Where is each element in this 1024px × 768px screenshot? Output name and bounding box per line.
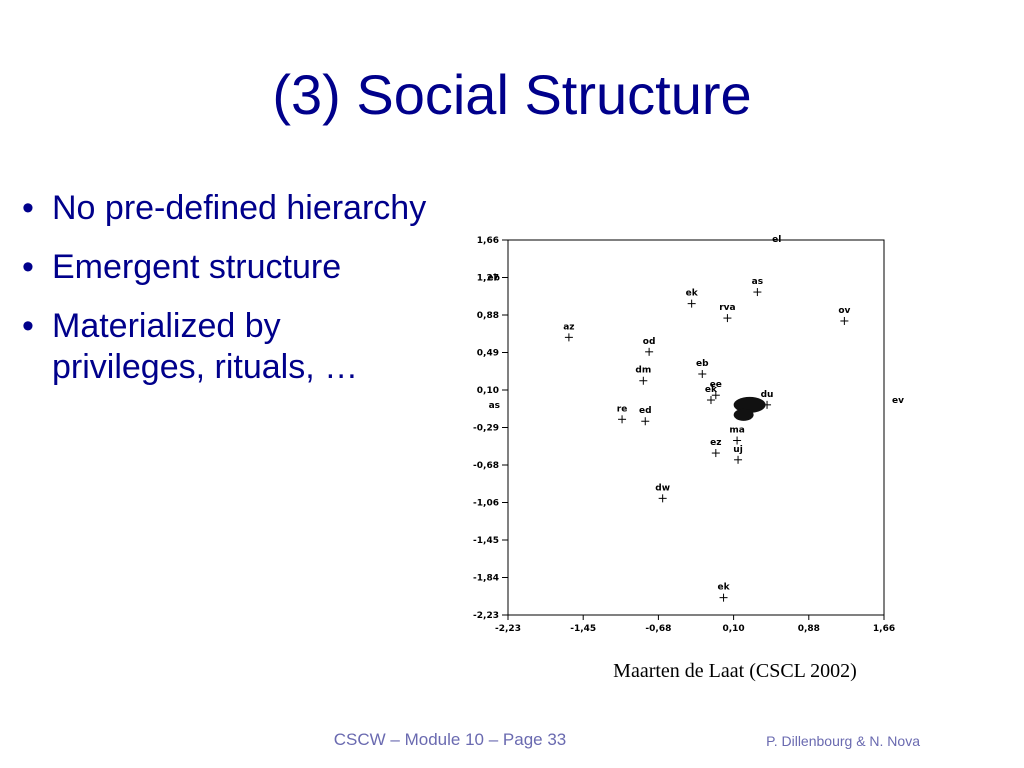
data-point: ma [729,426,745,445]
point-label: as [752,277,763,287]
point-label: uj [733,445,743,455]
data-point: as [489,401,500,411]
y-tick-label: 0,88 [477,311,499,321]
data-point: eb [696,359,709,378]
x-tick-label: -1,45 [570,624,596,634]
point-label: ek [718,583,731,593]
data-point: ek [718,583,731,602]
y-tick-label: -1,45 [473,536,499,546]
point-label: re [617,404,628,414]
x-tick-label: -2,23 [495,624,521,634]
y-tick-label: -1,84 [473,574,499,584]
data-point: ek [686,289,699,308]
footer-page-info: CSCW – Module 10 – Page 33 [333,730,567,749]
slide-title: (3) Social Structure [272,63,752,126]
footer-authors: P. Dillenbourg & N. Nova [766,733,920,749]
point-label: ma [729,426,744,436]
point-label: rva [719,303,735,313]
data-point: rva [719,303,736,323]
point-label: od [643,337,656,347]
point-label: ek [705,385,718,395]
y-axis: 1,66 1,27 0,88 0,49 0,10 -0,29 -0,68 -1,06 -1,45… [473,236,508,621]
point-label: el [772,235,781,245]
dense-point-cluster [733,396,766,421]
x-tick-label: -0,68 [645,624,671,634]
point-label: as [489,401,500,411]
point-label: dw [655,483,670,493]
point-label: ez [710,438,721,448]
scatter-plot: 1,66 1,27 0,88 0,49 0,10 -0,29 -0,68 -1,06 -1,45… [473,235,904,634]
data-point: as [752,277,763,297]
point-label: du [761,390,774,400]
point-label: ov [838,306,850,316]
data-point: re [617,404,628,424]
bullet-item: Materialized by privileges, rituals, … [22,306,432,388]
x-tick-label: 0,10 [722,624,744,634]
bullet-list: No pre-defined hierarchy Emergent struct… [22,188,432,406]
cluster-blob [733,396,766,413]
x-tick-label: 0,88 [798,624,820,634]
y-tick-label: 1,27 [477,274,499,284]
y-tick-label: 0,10 [477,386,499,396]
data-point: ov [838,306,851,325]
bullet-item: No pre-defined hierarchy [22,188,432,229]
data-point: od [643,337,656,356]
data-point: uj [733,445,743,464]
data-point: ek [705,385,718,405]
data-point: dm [635,366,651,385]
cluster-blob [733,408,754,421]
point-label: eb [696,359,709,369]
data-point: eb [487,274,500,284]
data-point: el [772,235,781,245]
bullet-item: Emergent structure [22,247,432,288]
point-label: ev [892,396,904,406]
figure-caption: Maarten de Laat (CSCL 2002) [613,660,857,682]
point-label: eb [487,274,500,284]
point-label: ek [686,289,699,299]
point-label: az [563,322,574,332]
data-point: az [563,322,575,342]
y-tick-label: -1,06 [473,499,499,509]
data-point: ee [710,380,722,400]
y-tick-label: -2,23 [473,611,499,621]
y-tick-label: -0,29 [473,424,499,434]
y-tick-label: 0,49 [477,349,499,359]
point-label: ee [710,380,722,390]
data-point: ez [710,438,721,458]
x-tick-label: 1,66 [873,624,895,634]
data-point: ev [892,396,904,406]
y-tick-label: -0,68 [473,461,499,471]
point-label: dm [635,366,651,376]
point-label: ed [639,406,652,416]
y-tick-label: 1,66 [477,236,499,246]
data-point: ed [639,406,652,426]
x-axis: -2,23 -1,45 -0,68 0,10 0,88 1,66 [495,615,895,634]
data-point: dw [655,483,670,503]
